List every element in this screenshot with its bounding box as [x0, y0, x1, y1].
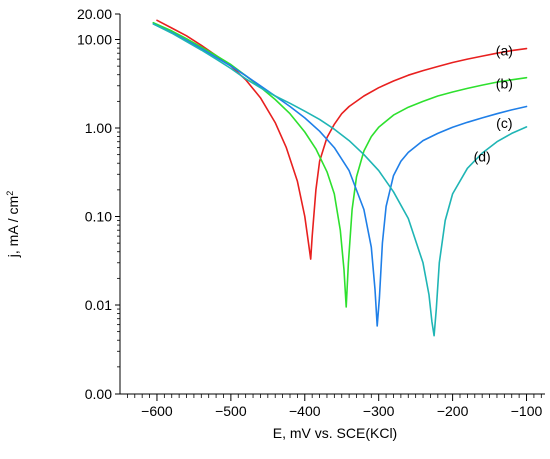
series-line-b [152, 21, 528, 308]
axes [119, 14, 545, 395]
y-axis-label: j, mA / cm2 [5, 191, 21, 258]
x-tick-label: −100 [511, 403, 543, 419]
series-annotation-c: (c) [496, 115, 512, 131]
y-tick-label: 0.01 [85, 297, 112, 313]
y-tick-label: 0.10 [85, 209, 112, 225]
series-annotation-a: (a) [496, 42, 513, 58]
y-tick-label: 20.00 [77, 6, 112, 22]
ticks: 20.00 10.00 1.00 0.10 0.01 0.00 −600 −500 −400 −3… [77, 6, 543, 419]
y-tick-label: 0.00 [85, 386, 112, 402]
x-tick-label: −400 [289, 403, 321, 419]
x-tick-label: −600 [141, 403, 173, 419]
series-annotation-d: (d) [474, 148, 491, 164]
annotation-layer: (a) (b) (c) (d) [474, 42, 513, 164]
series-line-d [152, 23, 528, 337]
x-tick-label: −200 [437, 403, 469, 419]
y-axis-label-superscript: 2 [5, 191, 15, 196]
y-tick-label: 1.00 [85, 120, 112, 136]
x-tick-label: −500 [215, 403, 247, 419]
series-annotation-b: (b) [496, 75, 513, 91]
series-line-c [152, 23, 528, 327]
x-axis-label: E, mV vs. SCE(KCl) [273, 425, 397, 441]
y-axis-label-main: j, mA / cm [5, 196, 21, 258]
series-line-a [156, 19, 528, 260]
y-tick-label: 10.00 [77, 32, 112, 48]
x-tick-label: −300 [363, 403, 395, 419]
series-layer [152, 19, 528, 337]
